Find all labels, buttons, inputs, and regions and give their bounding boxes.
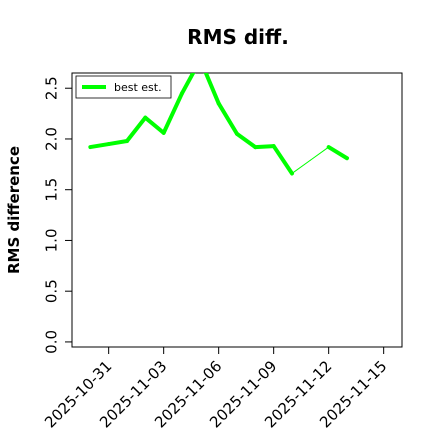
series-line-segment — [106, 138, 129, 147]
series-line-segment — [235, 131, 258, 150]
y-tick-label: 1.5 — [43, 178, 61, 202]
y-tick-label: 2.5 — [43, 76, 61, 100]
series-line-segment — [125, 115, 148, 143]
y-axis-label: RMS difference — [5, 146, 23, 274]
series-line-segment — [309, 146, 330, 161]
series-line-segment — [291, 159, 311, 174]
y-tick-label: 0.5 — [43, 279, 61, 303]
series-line-segment — [326, 145, 349, 161]
series-line-segment — [88, 142, 111, 150]
series-line-segment — [216, 101, 239, 136]
series-line-segment — [143, 115, 166, 135]
y-tick-label: 0.0 — [43, 330, 61, 354]
plot-frame — [71, 72, 403, 348]
series-line-segment — [203, 73, 221, 106]
series-line-segment — [253, 144, 276, 150]
series-line-segment — [180, 73, 196, 96]
y-tick-label: 1.0 — [43, 229, 61, 253]
series-line-segment — [271, 144, 294, 176]
series-line-segment — [161, 91, 184, 135]
y-tick-label: 2.0 — [43, 127, 61, 151]
legend-label: best est. — [114, 81, 162, 94]
plot-area: 0.00.51.01.52.02.52025-10-312025-11-0320… — [41, 72, 403, 431]
chart-title: RMS diff. — [187, 25, 289, 49]
legend-box — [75, 75, 172, 99]
